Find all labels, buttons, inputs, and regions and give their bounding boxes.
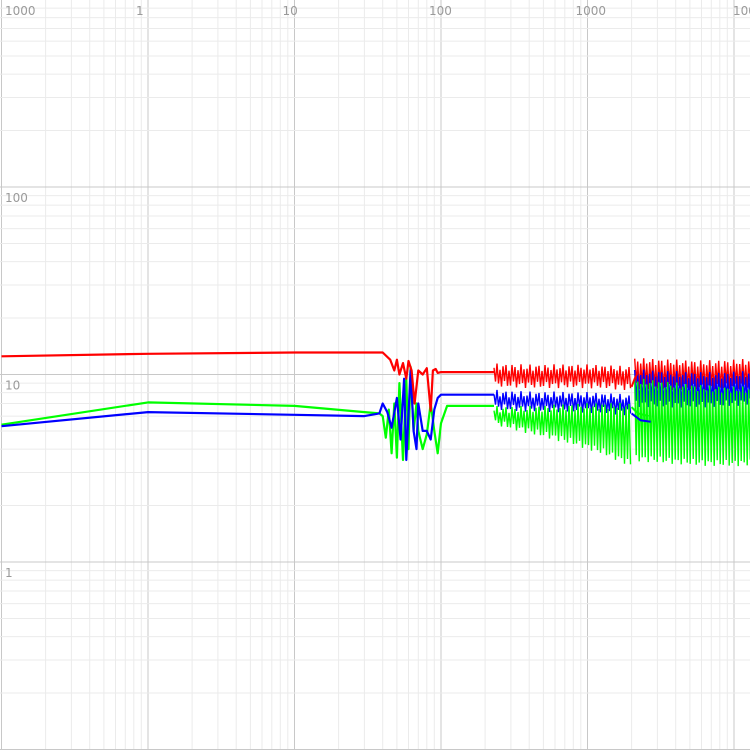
- y-tick-label: 1: [5, 566, 13, 580]
- x-tick-label: 10000: [733, 4, 750, 18]
- green-oscillation-band: [493, 402, 632, 465]
- green-series-line: [1, 365, 494, 462]
- blue-connector-line: [630, 412, 651, 423]
- x-tick-label: 1: [136, 4, 144, 18]
- x-tick-label: 100: [429, 4, 452, 18]
- x-tick-label: 1000: [576, 4, 607, 18]
- tick-labels: 1 10 100 1000 10000 1000 100 10 1: [5, 4, 750, 580]
- blue-oscillation-band: [634, 369, 750, 408]
- y-tick-label: 10: [5, 379, 20, 393]
- x-tick-label: 10: [283, 4, 298, 18]
- green-connector-line: [630, 406, 649, 418]
- y-tick-label: 1000: [5, 4, 36, 18]
- y-tick-label: 100: [5, 191, 28, 205]
- blue-oscillation-band: [493, 389, 632, 416]
- green-oscillation-band: [634, 378, 750, 467]
- red-series-line: [1, 351, 494, 412]
- red-oscillation-band: [493, 363, 632, 390]
- red-connector-line: [630, 372, 639, 388]
- blue-series-line: [1, 369, 494, 462]
- red-oscillation-band: [634, 358, 750, 391]
- series-layer: [1, 351, 750, 467]
